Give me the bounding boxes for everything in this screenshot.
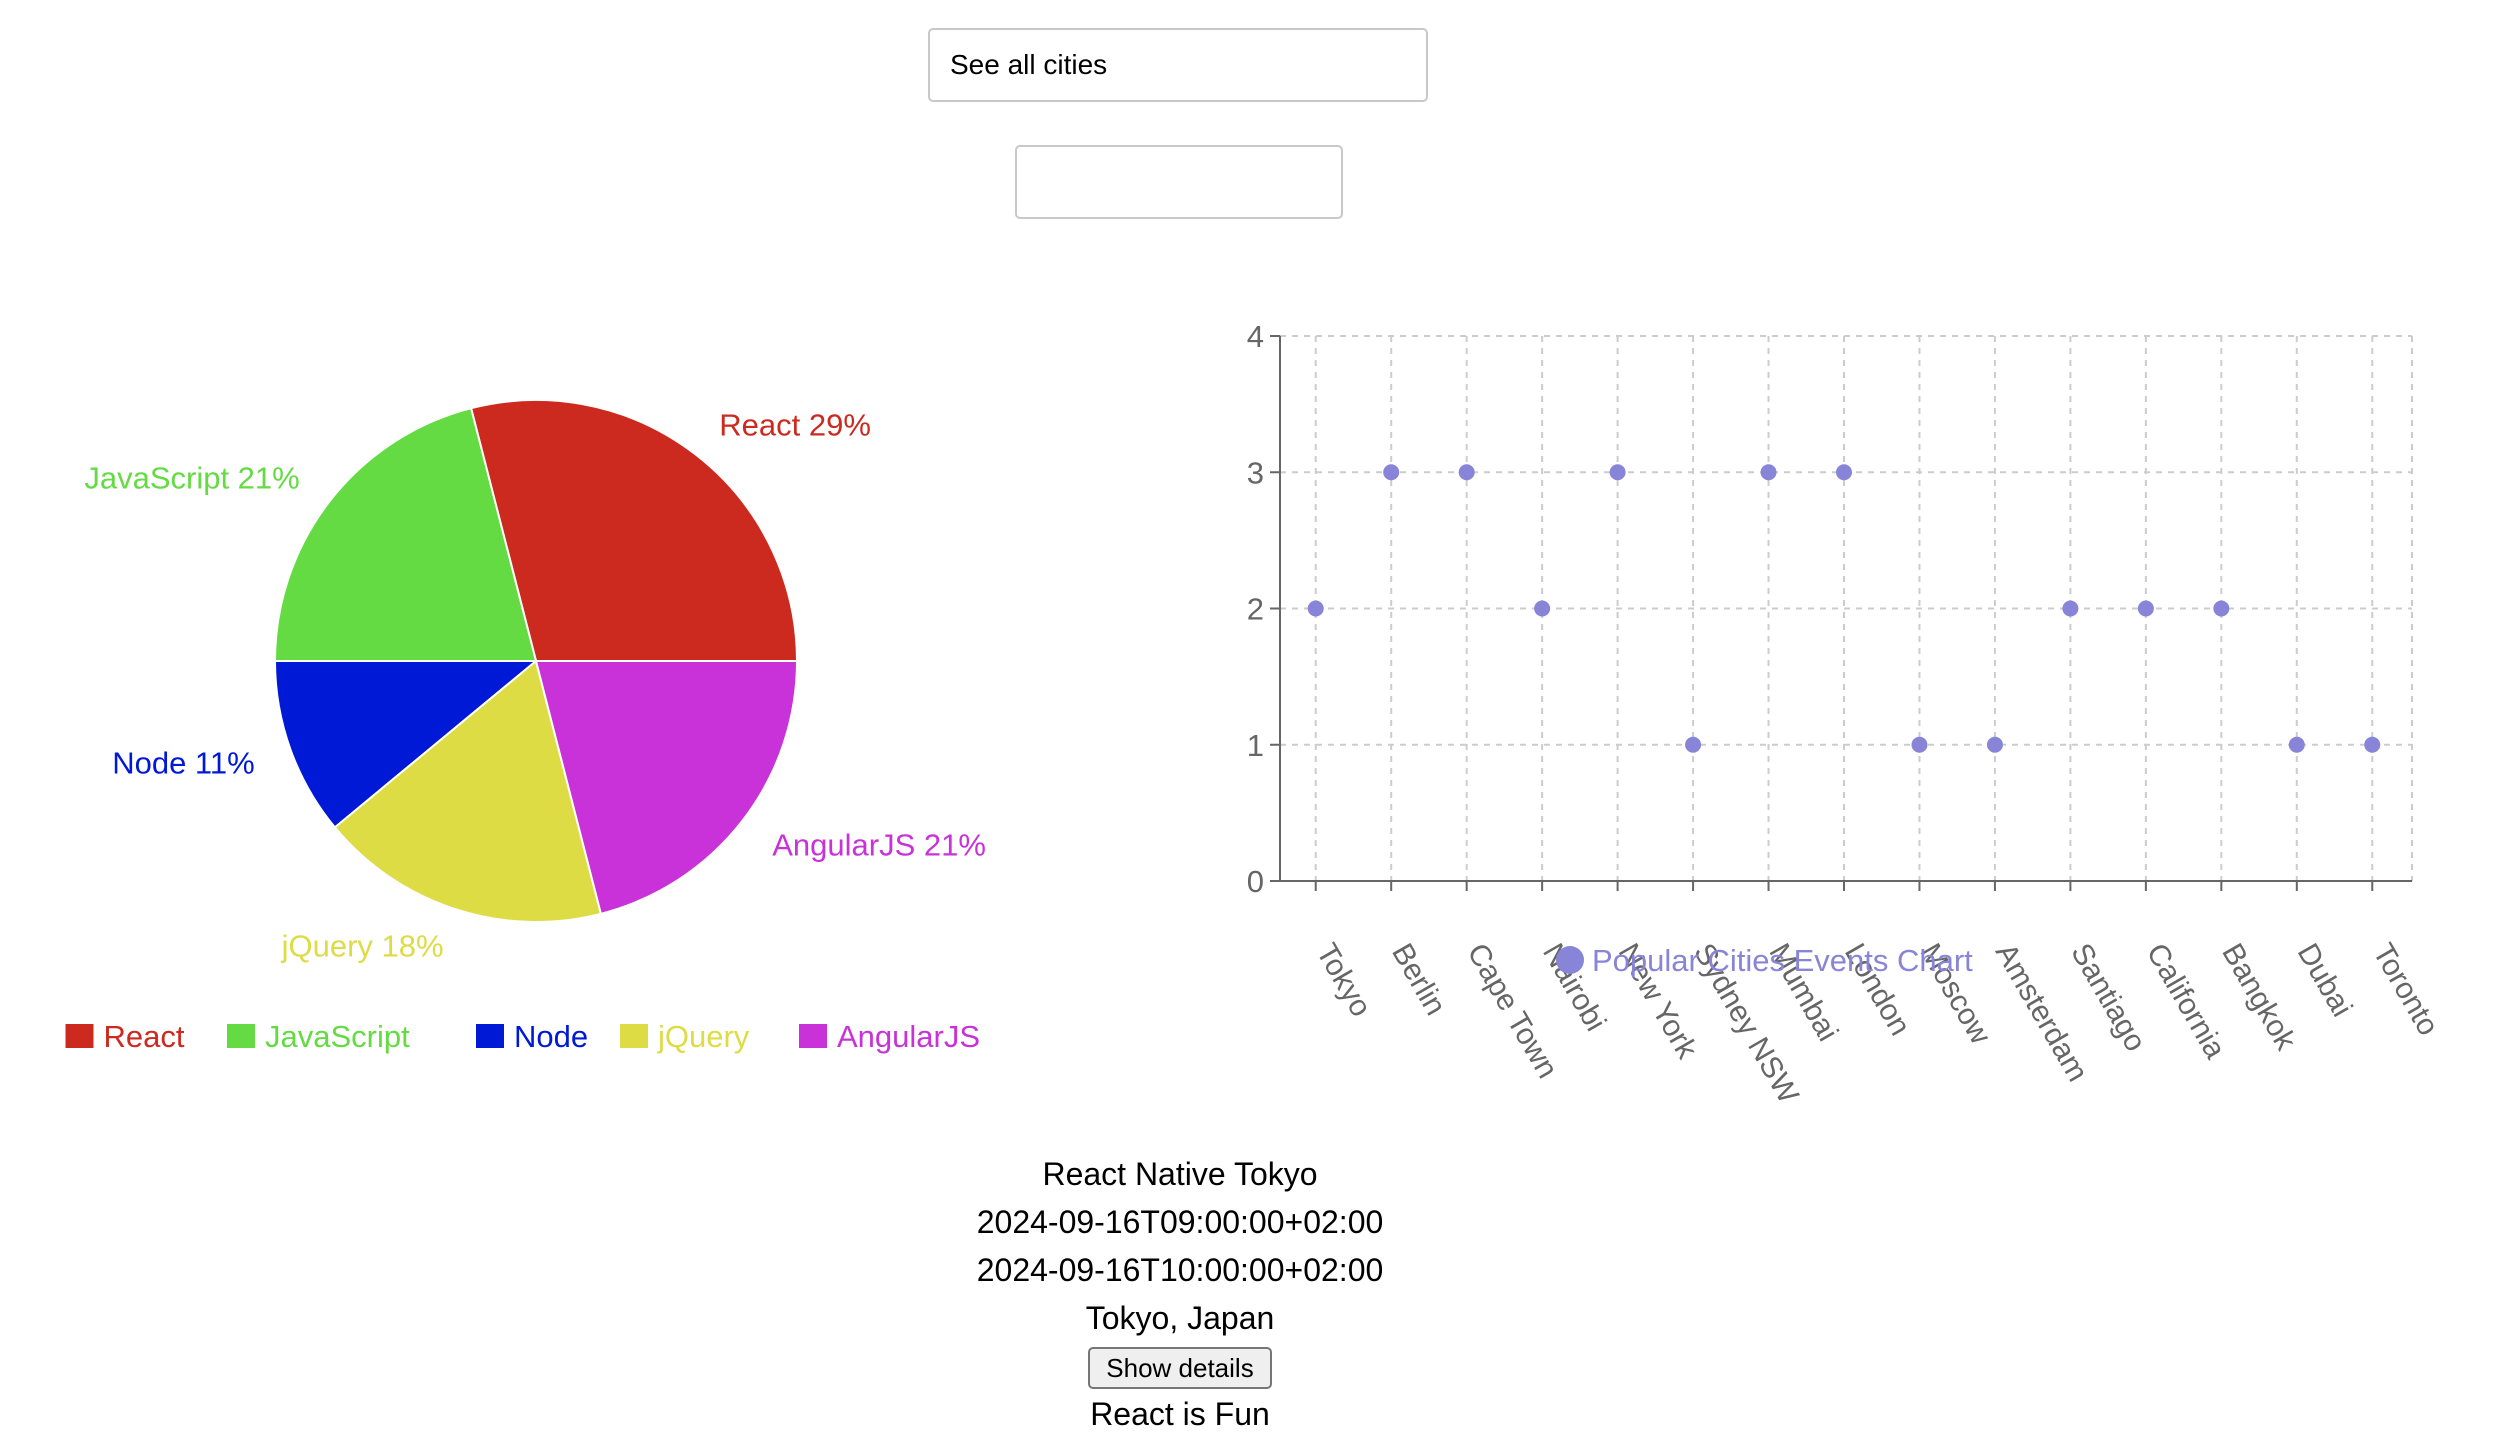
scatter-point-amsterdam[interactable] [1986,736,2003,753]
next-event-summary: React is Fun [1090,1396,1270,1432]
x-tick-label-dubai: Dubai [2291,938,2359,1022]
scatter-point-cape-town[interactable] [1458,464,1475,481]
y-tick-label: 4 [1247,319,1264,354]
y-tick-label: 1 [1247,728,1264,763]
scatter-point-dubai[interactable] [2288,736,2305,753]
legend-item-jquery[interactable]: jQuery [620,1019,750,1054]
number-of-events-input[interactable] [1015,145,1343,219]
scatter-point-london[interactable] [1836,464,1852,481]
scatter-point-moscow[interactable] [1911,736,1928,753]
x-tick-label-bangkok: Bangkok [2215,938,2302,1056]
legend-item-javascript[interactable]: JavaScript [227,1019,410,1054]
pie-label-javascript: JavaScript 21% [84,461,299,496]
event-location: Tokyo, Japan [1085,1300,1275,1336]
scatter-point-california[interactable] [2137,600,2154,617]
scatter-point-sydney-nsw[interactable] [1685,736,1702,753]
event-start: 2024-09-16T09:00:00+02:00 [976,1204,1384,1240]
y-tick-label: 0 [1247,864,1264,899]
event-end: 2024-09-16T10:00:00+02:00 [976,1252,1384,1288]
legend-label: JavaScript [265,1019,410,1054]
event-card: React Native Tokyo 2024-09-16T09:00:00+0… [760,1150,1600,1438]
pie-slice-angularjs[interactable] [534,660,799,916]
legend-swatch [227,1024,255,1048]
x-tick-label-toronto: Toronto [2366,938,2445,1041]
y-tick-label: 3 [1247,455,1264,490]
legend-label: Popular Cities Events Chart [1592,943,1973,978]
city-search-input[interactable] [928,28,1428,102]
pie-slice-react[interactable] [469,399,799,662]
y-tick-label: 2 [1247,592,1264,627]
scatter-point-toronto[interactable] [2364,736,2381,753]
scatter-point-berlin[interactable] [1383,464,1400,481]
scatter-point-bangkok[interactable] [2213,600,2230,617]
legend-label: jQuery [657,1019,750,1054]
x-tick-label-santiago: Santiago [2064,938,2152,1057]
legend-label: React [104,1019,185,1054]
scatter-point-tokyo[interactable] [1307,600,1324,617]
pie-slice-javascript[interactable] [273,406,538,662]
scatter-point-mumbai[interactable] [1760,464,1777,481]
legend-label: Node [514,1019,588,1054]
pie-slice-jquery[interactable] [333,659,603,923]
legend-item-node[interactable]: Node [476,1019,588,1054]
legend-label: AngularJS [837,1019,980,1054]
scatter-point-nairobi[interactable] [1534,600,1551,617]
x-tick-label-tokyo: Tokyo [1310,938,1378,1022]
show-details-button[interactable]: Show details [1088,1347,1272,1389]
pie-label-react: React 29% [719,408,871,443]
legend-swatch [65,1024,94,1048]
legend-swatch [476,1024,504,1048]
pie-label-angularjs: AngularJS 21% [772,827,986,862]
pie-label-jquery: jQuery 18% [281,928,444,963]
legend-swatch [799,1024,827,1048]
legend-item-react[interactable]: React [65,1019,185,1054]
pie-chart: React 29% JavaScript 21% Node 11% jQuery 18… [65,399,986,1054]
legend-item-angularjs[interactable]: AngularJS [799,1019,980,1054]
legend-swatch [620,1024,648,1048]
pie-label-node: Node 11% [112,745,254,780]
pie-slice-node[interactable] [273,660,539,829]
event-summary: React Native Tokyo [1042,1156,1318,1192]
scatter-legend[interactable]: Popular Cities Events Chart [1556,943,1973,978]
scatter-point-santiago[interactable] [2062,600,2079,617]
x-tick-label-berlin: Berlin [1385,938,1452,1021]
scatter-point-new-york[interactable] [1609,464,1626,481]
legend-marker [1556,946,1584,974]
